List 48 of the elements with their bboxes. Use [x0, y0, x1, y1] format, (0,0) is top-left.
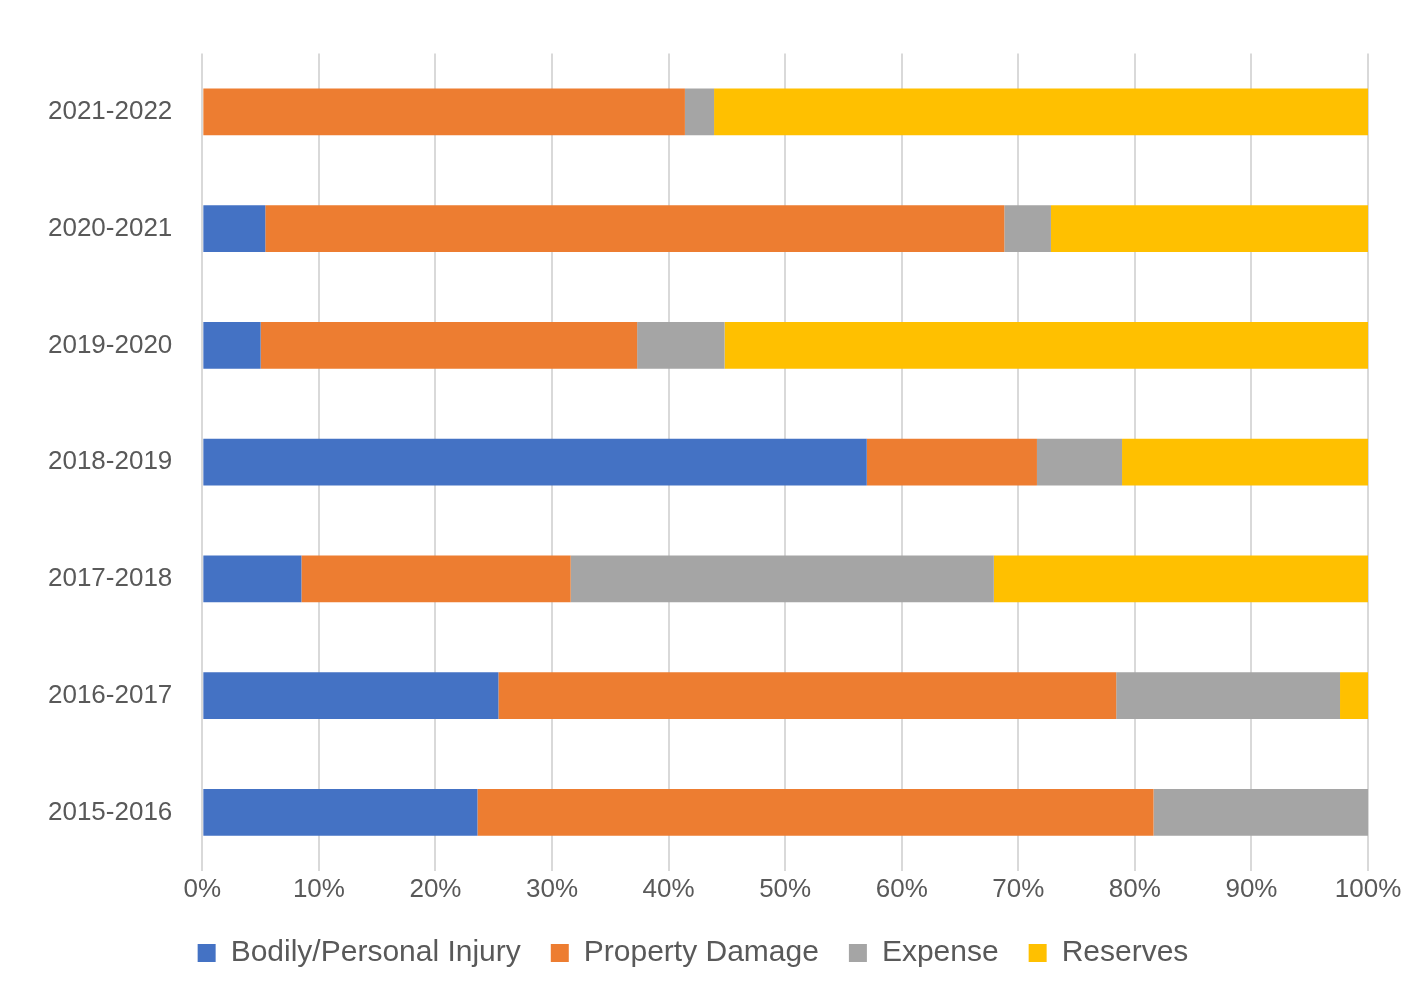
bar — [570, 555, 994, 603]
y-tick-label: 2016-2017 — [47, 678, 173, 709]
bar — [203, 789, 478, 836]
bar — [724, 322, 1368, 369]
bar — [203, 438, 867, 486]
bar — [1004, 205, 1051, 253]
bar — [637, 322, 725, 369]
x-tick-label: 30% — [526, 872, 579, 903]
y-tick-label: 2015-2016 — [47, 795, 173, 826]
bar — [203, 672, 499, 720]
bar — [203, 205, 266, 253]
bar — [203, 555, 302, 603]
bar — [1153, 789, 1368, 836]
bar — [1122, 438, 1368, 486]
y-tick-label: 2017-2018 — [47, 562, 173, 593]
legend-label: Reserves — [1061, 934, 1189, 968]
bar — [993, 555, 1368, 603]
bar — [477, 789, 1154, 836]
x-tick-label: 90% — [1225, 872, 1278, 903]
bar — [203, 322, 261, 369]
x-tick-label: 80% — [1108, 872, 1161, 903]
x-tick-label: 20% — [409, 872, 462, 903]
y-tick-label: 2018-2019 — [47, 445, 173, 476]
x-tick-label: 100% — [1334, 872, 1402, 903]
bar — [260, 322, 638, 369]
bar — [265, 205, 1005, 253]
x-tick-label: 50% — [759, 872, 812, 903]
bar — [1050, 205, 1368, 253]
bar — [684, 88, 715, 136]
x-tick-label: 70% — [992, 872, 1045, 903]
x-tick-label: 0% — [183, 872, 222, 903]
x-tick-label: 60% — [875, 872, 928, 903]
x-tick-label: 40% — [642, 872, 695, 903]
bar — [301, 555, 571, 603]
y-tick-label: 2020-2021 — [47, 211, 173, 242]
bar — [498, 672, 1117, 720]
y-tick-label: 2021-2022 — [47, 95, 173, 126]
bar — [1340, 672, 1368, 720]
legend-label: Expense — [881, 934, 999, 968]
bar — [1116, 672, 1341, 720]
bar — [714, 88, 1368, 136]
bar — [1036, 438, 1123, 486]
legend-label: Property Damage — [583, 934, 819, 968]
bar — [866, 438, 1037, 486]
bar — [203, 88, 685, 136]
x-tick-label: 10% — [292, 872, 345, 903]
legend-label: Bodily/Personal Injury — [230, 934, 521, 968]
y-tick-label: 2019-2020 — [47, 328, 173, 359]
